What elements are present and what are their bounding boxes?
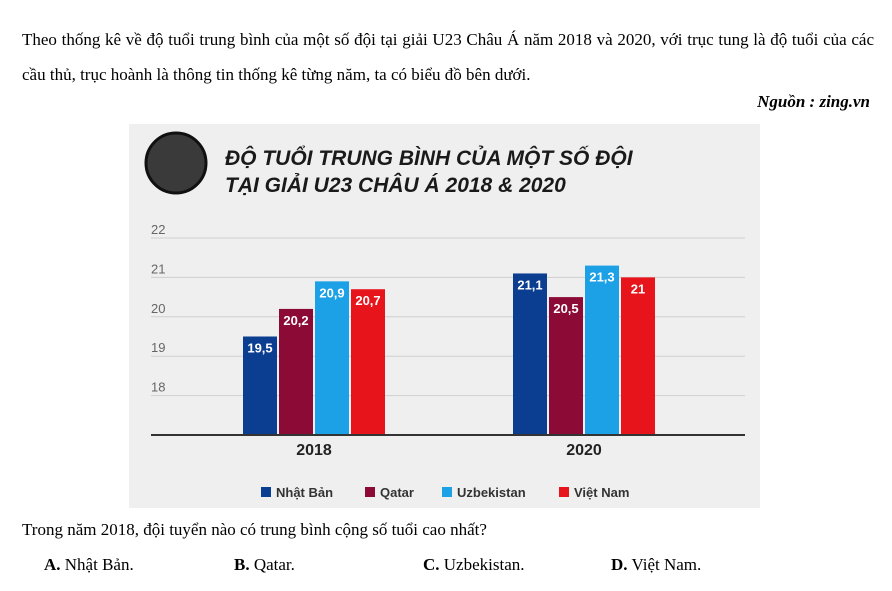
bar-value-label: 20,5	[553, 301, 578, 316]
chart-title-line-1: ĐỘ TUỔI TRUNG BÌNH CỦA MỘT SỐ ĐỘI	[225, 146, 634, 170]
legend-swatch	[365, 487, 375, 497]
title-badge-icon	[144, 131, 208, 195]
y-tick-label: 18	[151, 380, 165, 395]
option-c-text: Uzbekistan.	[443, 555, 525, 574]
option-d-letter: D.	[611, 555, 628, 574]
bar-value-label: 21,1	[517, 277, 542, 292]
option-b-letter: B.	[234, 555, 250, 574]
option-a[interactable]: A. Nhật Bản.	[44, 555, 134, 575]
option-d[interactable]: D. Việt Nam.	[611, 555, 701, 575]
legend-swatch	[559, 487, 569, 497]
legend-swatch	[261, 487, 271, 497]
bar-2020-nhật-bản	[513, 273, 547, 435]
legend-label: Qatar	[380, 485, 414, 500]
bar-2020-qatar	[549, 297, 583, 435]
option-d-text: Việt Nam.	[631, 555, 702, 574]
option-c-letter: C.	[423, 555, 440, 574]
bar-value-label: 21,3	[589, 270, 614, 285]
option-b-text: Qatar.	[253, 555, 295, 574]
bar-value-label: 20,9	[319, 285, 344, 300]
y-tick-label: 19	[151, 340, 165, 355]
bar-value-label: 20,2	[283, 313, 308, 328]
option-b[interactable]: B. Qatar.	[234, 555, 295, 575]
chart-container: ĐỘ TUỔI TRUNG BÌNH CỦA MỘT SỐ ĐỘI TẠI GI…	[129, 124, 760, 508]
question-text: Trong năm 2018, đội tuyển nào có trung b…	[22, 520, 487, 539]
legend-label: Uzbekistan	[457, 485, 526, 500]
bar-2018-qatar	[279, 308, 313, 435]
option-a-text: Nhật Bản.	[64, 555, 134, 574]
bar-2018-nhật-bản	[243, 336, 277, 435]
bar-2020-việt-nam	[621, 277, 655, 435]
bar-2018-việt-nam	[351, 289, 385, 435]
option-a-letter: A.	[44, 555, 61, 574]
bar-value-label: 19,5	[247, 341, 272, 356]
legend-swatch	[442, 487, 452, 497]
bar-2020-uzbekistan	[585, 265, 619, 435]
bar-2018-uzbekistan	[315, 281, 349, 435]
legend-label: Nhật Bản	[276, 485, 333, 500]
x-category-label: 2020	[566, 442, 602, 459]
intro-paragraph: Theo thống kê về độ tuổi trung bình của …	[22, 30, 874, 84]
legend-label: Việt Nam	[574, 485, 629, 500]
bar-value-label: 21	[631, 281, 645, 296]
option-c[interactable]: C. Uzbekistan.	[423, 555, 525, 575]
bar-chart: ĐỘ TUỔI TRUNG BÌNH CỦA MỘT SỐ ĐỘI TẠI GI…	[144, 131, 745, 500]
y-tick-label: 22	[151, 222, 165, 237]
y-tick-label: 20	[151, 301, 165, 316]
x-category-label: 2018	[296, 442, 332, 459]
bar-value-label: 20,7	[355, 293, 380, 308]
y-tick-label: 21	[151, 261, 165, 276]
source-credit: Nguồn : zing.vn	[757, 92, 870, 111]
chart-title-line-2: TẠI GIẢI U23 CHÂU Á 2018 & 2020	[225, 173, 566, 197]
